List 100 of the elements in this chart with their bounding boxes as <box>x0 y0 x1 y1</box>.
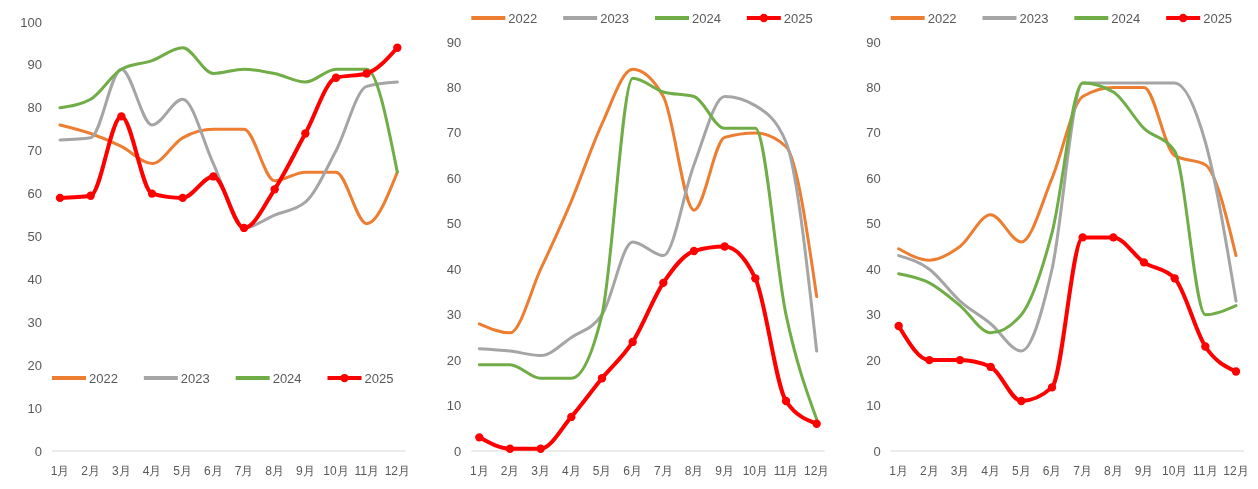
y-tick-label: 70 <box>866 125 881 141</box>
point <box>812 419 821 428</box>
line-series <box>58 123 399 226</box>
line-series <box>58 46 399 174</box>
x-tick-label: 9月 <box>715 464 735 478</box>
point <box>239 223 249 233</box>
point <box>1139 258 1149 267</box>
y-tick-label: 70 <box>27 143 42 159</box>
x-tick-label: 6月 <box>1042 464 1062 478</box>
y-tick-label: 30 <box>866 307 881 323</box>
x-tick-label: 12月 <box>1223 464 1249 478</box>
point <box>55 193 65 203</box>
y-tick-label: 60 <box>446 170 462 186</box>
legend-label: 2025 <box>783 10 813 26</box>
point <box>1109 233 1118 242</box>
legend-label: 2024 <box>1111 10 1141 26</box>
point <box>894 321 903 331</box>
x-tick-label: 12月 <box>384 464 411 478</box>
x-tick-label: 12月 <box>803 464 830 478</box>
x-tick-label: 7月 <box>1073 464 1093 478</box>
point <box>117 112 126 121</box>
y-tick-label: 20 <box>446 352 462 368</box>
x-tick-label: 11月 <box>773 464 799 478</box>
point <box>720 242 729 251</box>
point <box>1170 274 1179 283</box>
point <box>209 172 218 181</box>
y-tick-label: 60 <box>866 170 881 186</box>
y-tick-label: 10 <box>446 398 462 414</box>
x-tick-label: 4月 <box>561 464 581 478</box>
y-tick-label: 50 <box>27 229 42 245</box>
point <box>1017 396 1026 406</box>
x-tick-label: 3月 <box>111 464 131 478</box>
line-series <box>477 95 819 358</box>
x-tick-label: 6月 <box>623 464 643 478</box>
x-tick-label: 7月 <box>653 464 673 478</box>
point <box>628 337 637 347</box>
x-tick-label: 8月 <box>1103 464 1123 478</box>
legend-label: 2022 <box>927 10 957 26</box>
y-tick-label: 10 <box>27 400 42 416</box>
y-tick-label: 0 <box>34 443 42 459</box>
point <box>505 444 515 453</box>
legend-label: 2024 <box>692 10 721 26</box>
y-tick-label: 30 <box>27 314 42 330</box>
point <box>1078 233 1087 242</box>
point <box>270 185 279 194</box>
point <box>1201 342 1210 351</box>
x-tick-label: 9月 <box>1134 464 1154 478</box>
x-tick-label: 4月 <box>142 464 162 478</box>
x-tick-label: 5月 <box>592 464 612 478</box>
y-tick-label: 20 <box>866 352 881 368</box>
legend-label: 2023 <box>1019 10 1049 26</box>
y-tick-label: 100 <box>20 14 42 30</box>
legend-label: 2022 <box>89 370 118 386</box>
point <box>986 362 995 372</box>
x-tick-label: 3月 <box>950 464 970 478</box>
x-tick-label: 11月 <box>354 464 379 478</box>
point <box>178 193 187 203</box>
x-tick-label: 2月 <box>81 464 101 478</box>
point <box>1047 383 1057 392</box>
x-tick-label: 2月 <box>500 464 520 478</box>
x-tick-label: 5月 <box>173 464 193 478</box>
point <box>925 355 934 365</box>
y-tick-label: 80 <box>446 79 462 95</box>
legend-label: 2023 <box>600 10 630 26</box>
y-tick-label: 0 <box>873 443 881 459</box>
y-tick-label: 70 <box>446 125 462 141</box>
point <box>362 69 371 78</box>
y-tick-label: 30 <box>446 307 462 323</box>
point <box>1231 367 1241 376</box>
y-tick-label: 40 <box>446 261 462 277</box>
y-tick-label: 80 <box>866 79 881 95</box>
x-tick-label: 1月 <box>50 464 70 478</box>
point <box>331 73 341 82</box>
x-tick-label: 1月 <box>889 464 909 478</box>
line-series <box>477 67 819 335</box>
legend-label: 2025 <box>364 370 394 386</box>
y-tick-label: 10 <box>866 398 881 414</box>
x-tick-label: 10月 <box>742 464 769 478</box>
x-tick-label: 2月 <box>919 464 939 478</box>
point <box>659 278 668 288</box>
x-tick-label: 6月 <box>203 464 223 478</box>
line-series <box>897 85 1238 262</box>
x-tick-label: 5月 <box>1011 464 1031 478</box>
y-tick-label: 80 <box>27 100 42 116</box>
x-tick-label: 8月 <box>265 464 285 478</box>
x-tick-label: 8月 <box>684 464 704 478</box>
point <box>475 433 484 442</box>
point <box>781 396 791 406</box>
point <box>147 189 157 198</box>
x-tick-label: 9月 <box>295 464 315 478</box>
y-tick-label: 40 <box>866 261 881 277</box>
y-tick-label: 50 <box>446 216 462 232</box>
x-tick-label: 11月 <box>1193 464 1218 478</box>
point <box>597 374 607 383</box>
y-tick-label: 50 <box>866 216 881 232</box>
point <box>751 274 760 283</box>
legend-label: 2022 <box>508 10 538 26</box>
legend-label: 2025 <box>1203 10 1233 26</box>
x-tick-label: 7月 <box>234 464 254 478</box>
y-tick-label: 20 <box>27 357 42 373</box>
